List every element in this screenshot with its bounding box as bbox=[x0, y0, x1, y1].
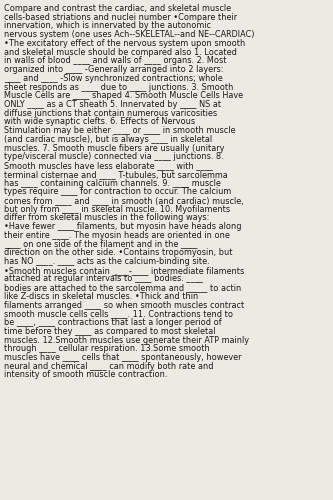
Text: ____ and ____ -Slow synchronized contractions; whole: ____ and ____ -Slow synchronized contrac… bbox=[4, 74, 223, 83]
Text: differ from skeletal muscles in the following ways:: differ from skeletal muscles in the foll… bbox=[4, 214, 209, 222]
Text: cells-based striations and nuclei number •Compare their: cells-based striations and nuclei number… bbox=[4, 12, 237, 22]
Text: has NO ____. ____ acts as the calcium-binding site.: has NO ____. ____ acts as the calcium-bi… bbox=[4, 257, 209, 266]
Text: ONLY ____ as a CT sheath 5. Innervated by ____ NS at: ONLY ____ as a CT sheath 5. Innervated b… bbox=[4, 100, 221, 109]
Text: smooth muscle cells cells ____. 11. Contractions tend to: smooth muscle cells cells ____. 11. Cont… bbox=[4, 310, 233, 318]
Text: terminal cisternae and ____ T-tubules, but sarcolemma: terminal cisternae and ____ T-tubules, b… bbox=[4, 170, 228, 179]
Text: bodies are attached to the sarcolemma and _____ to actin: bodies are attached to the sarcolemma an… bbox=[4, 283, 241, 292]
Text: Smooth muscles have less elaborate ____ with ____: Smooth muscles have less elaborate ____ … bbox=[4, 161, 213, 170]
Text: intensity of smooth muscle contraction.: intensity of smooth muscle contraction. bbox=[4, 370, 167, 380]
Text: ____ on one side of the filament and in the ____: ____ on one side of the filament and in … bbox=[4, 240, 197, 248]
Text: (and cardiac muscle), but is always ____ in skeletal: (and cardiac muscle), but is always ____… bbox=[4, 135, 212, 144]
Text: diffuse junctions that contain numerous varicosities: diffuse junctions that contain numerous … bbox=[4, 108, 217, 118]
Text: •Smooth muscles contain ____-____ intermediate filaments: •Smooth muscles contain ____-____ interm… bbox=[4, 266, 244, 275]
Text: Compare and contrast the cardiac, and skeletal muscle: Compare and contrast the cardiac, and sk… bbox=[4, 4, 231, 13]
Text: through ____ cellular respiration. 13.Some smooth: through ____ cellular respiration. 13.So… bbox=[4, 344, 210, 354]
Text: in walls of blood ____ and walls of ____ organs. 2. Most: in walls of blood ____ and walls of ____… bbox=[4, 56, 226, 66]
Text: nervous system (one uses Ach--SKELETAL--and NE--CARDIAC): nervous system (one uses Ach--SKELETAL--… bbox=[4, 30, 254, 39]
Text: muscles have ____ cells that ____ spontaneously, however: muscles have ____ cells that ____ sponta… bbox=[4, 353, 241, 362]
Text: with wide synaptic clefts. 6. Effects of Nervous: with wide synaptic clefts. 6. Effects of… bbox=[4, 118, 195, 126]
Text: •Have fewer ____ filaments, but myosin have heads along: •Have fewer ____ filaments, but myosin h… bbox=[4, 222, 241, 231]
Text: sheet responds as ____ due to ____ junctions. 3. Smooth: sheet responds as ____ due to ____ junct… bbox=[4, 82, 233, 92]
Text: innervation, which is innervated by the autonomic: innervation, which is innervated by the … bbox=[4, 22, 211, 30]
Text: comes from ____ and ____ in smooth (and cardiac) muscle,: comes from ____ and ____ in smooth (and … bbox=[4, 196, 244, 205]
Text: muscles. 12.Smooth muscles use generate their ATP mainly: muscles. 12.Smooth muscles use generate … bbox=[4, 336, 249, 344]
Text: their entire ____. The myosin heads are oriented in one: their entire ____. The myosin heads are … bbox=[4, 231, 230, 240]
Text: •The excitatory effect of the nervous system upon smooth: •The excitatory effect of the nervous sy… bbox=[4, 39, 245, 48]
Text: but only from ____ in skeletal muscle. 10. Myofilaments: but only from ____ in skeletal muscle. 1… bbox=[4, 204, 230, 214]
Text: and skeletal muscle should be compared also 1. Located: and skeletal muscle should be compared a… bbox=[4, 48, 237, 56]
Text: filaments arranged ____ so when smooth muscles contract: filaments arranged ____ so when smooth m… bbox=[4, 300, 244, 310]
Text: neural and chemical ____ can modify both rate and: neural and chemical ____ can modify both… bbox=[4, 362, 213, 370]
Text: time before they ____ as compared to most skeletal: time before they ____ as compared to mos… bbox=[4, 327, 215, 336]
Text: direction on the other side. •Contains tropomyosin, but: direction on the other side. •Contains t… bbox=[4, 248, 232, 258]
Text: be ____, ____ contractions that last a longer period of: be ____, ____ contractions that last a l… bbox=[4, 318, 222, 327]
Text: like Z-discs in skeletal muscles. •Thick and thin: like Z-discs in skeletal muscles. •Thick… bbox=[4, 292, 198, 301]
Text: type/visceral muscle) connected via ____ junctions. 8.: type/visceral muscle) connected via ____… bbox=[4, 152, 224, 162]
Text: Stimulation may be either ____ or ____ in smooth muscle: Stimulation may be either ____ or ____ i… bbox=[4, 126, 235, 135]
Text: muscles. 7. Smooth muscle fibers are usually (unitary: muscles. 7. Smooth muscle fibers are usu… bbox=[4, 144, 224, 152]
Text: organized into ____ -Generally arranged into 2 layers:: organized into ____ -Generally arranged … bbox=[4, 65, 223, 74]
Text: types require ____ for contraction to occur. The calcium: types require ____ for contraction to oc… bbox=[4, 187, 231, 196]
Text: attached at regular intervals to ____ bodies. ____: attached at regular intervals to ____ bo… bbox=[4, 274, 203, 283]
Text: Muscle Cells are ____ shaped 4. Smooth Muscle Cells Have: Muscle Cells are ____ shaped 4. Smooth M… bbox=[4, 91, 243, 100]
Text: has ____ containing calcium channels. 9. ____ muscle: has ____ containing calcium channels. 9.… bbox=[4, 178, 221, 188]
